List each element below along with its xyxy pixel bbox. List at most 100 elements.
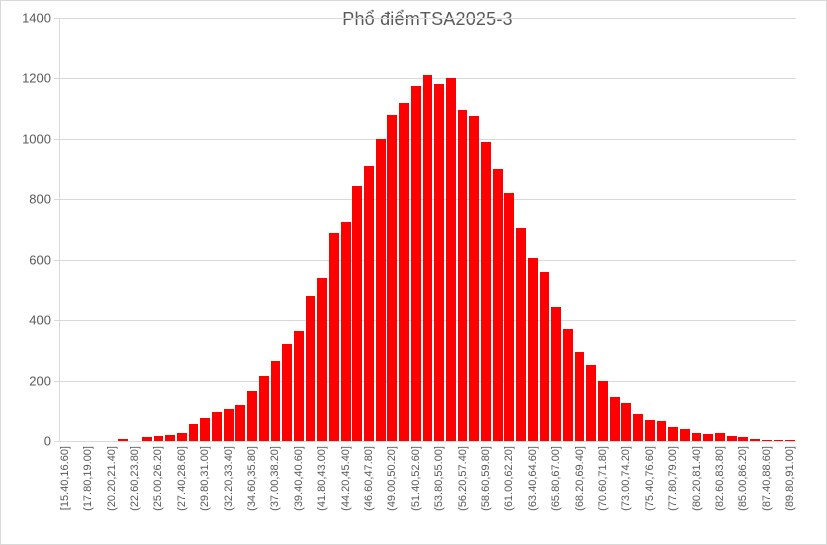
x-axis-tick-label: (17.80,19.00] (82, 446, 95, 511)
bar-bin-7 (141, 437, 152, 441)
bar-bin-18 (270, 360, 281, 441)
x-axis-tick-label: (29.80,31.00] (199, 446, 212, 511)
gridline (59, 18, 796, 19)
x-axis-tick-label: (44.20,45.40] (339, 446, 352, 511)
y-axis-tick-label: 1400 (22, 10, 51, 26)
bar-bin-40 (527, 258, 538, 441)
bar-bin-17 (258, 376, 269, 441)
bar-bin-9 (165, 434, 176, 441)
bar-bin-44 (574, 351, 585, 441)
y-axis-tick-label: 1200 (22, 70, 51, 86)
bar-bin-57 (726, 436, 737, 441)
y-axis-tick (54, 78, 59, 80)
bar-bin-38 (504, 193, 515, 441)
x-axis-tick-label: (25.00,26.20] (152, 446, 165, 511)
x-axis-tick-label: (68.20,69.40] (573, 446, 586, 511)
bar-bin-30 (410, 85, 421, 441)
bar-bin-49 (633, 413, 643, 441)
chart-title: Phổ điểmTSA2025-3 (342, 9, 513, 29)
x-axis-tick-label: (82.60,83.80] (713, 446, 726, 511)
bar-bin-59 (750, 439, 760, 441)
bar-bin-15 (235, 404, 246, 441)
bar-bin-34 (457, 110, 468, 441)
bar-bin-62 (785, 440, 796, 441)
bar-bin-11 (188, 424, 199, 441)
bar-bin-50 (644, 419, 655, 441)
y-axis-tick-label: 400 (29, 312, 51, 328)
y-axis-tick-label: 200 (29, 373, 51, 389)
y-axis-tick-label: 0 (43, 433, 51, 449)
x-axis-line (59, 441, 796, 442)
y-axis-line (59, 18, 60, 441)
y-axis-tick-label: 1000 (22, 131, 51, 147)
bar-bin-21 (305, 295, 316, 441)
bar-bin-12 (200, 418, 211, 441)
x-axis-tick-label: (58.60,59.80] (479, 446, 492, 511)
bar-bin-36 (481, 141, 491, 441)
bar-bin-31 (422, 75, 433, 441)
bar-bin-42 (551, 306, 562, 441)
bar-bin-5 (118, 438, 129, 441)
x-axis-tick-label: (80.20,81.40] (690, 446, 703, 511)
bar-bin-48 (621, 403, 632, 441)
bar-bin-45 (586, 365, 597, 441)
bar-bin-14 (223, 409, 234, 441)
y-axis-tick (54, 18, 59, 19)
x-axis-tick-label: (32.20,33.40] (222, 446, 235, 511)
bar-bin-60 (761, 440, 772, 441)
y-axis-tick (54, 380, 59, 382)
bar-bin-27 (375, 138, 386, 441)
x-axis-tick-label: (75.40,76.60] (643, 446, 656, 511)
y-axis-tick (54, 320, 59, 322)
bar-bin-20 (293, 330, 304, 441)
bar-bin-55 (703, 434, 714, 441)
bar-bin-32 (434, 84, 445, 441)
x-axis-tick-label: (63.40,64.60] (526, 446, 539, 511)
bar-bin-23 (328, 232, 339, 441)
x-axis-tick-label: (65.80,67.00] (550, 446, 563, 511)
x-axis-tick-label: (89.80,91.00] (784, 446, 797, 511)
y-axis-tick (54, 259, 59, 261)
bar-bin-56 (715, 432, 725, 441)
x-axis-tick-label: (77.80,79.00] (667, 446, 680, 511)
bar-bin-8 (153, 436, 164, 441)
bar-bin-24 (340, 221, 351, 441)
bar-bin-26 (364, 166, 374, 441)
bar-bin-52 (668, 427, 679, 441)
bar-bin-10 (176, 432, 187, 441)
bar-bin-35 (469, 116, 480, 441)
bar-bin-41 (539, 271, 550, 441)
x-axis-tick-label: (51.40,52.60] (409, 446, 422, 511)
bar-bin-47 (609, 397, 620, 441)
bar-bin-61 (773, 440, 784, 441)
bar-bin-58 (738, 437, 749, 441)
x-axis-tick-label: (56.20,57.40] (456, 446, 469, 511)
bar-bin-37 (492, 169, 503, 441)
x-axis-tick-label: (41.80,43.00] (316, 446, 329, 511)
bar-bin-16 (247, 391, 257, 441)
x-axis-tick-label: (70.60,71.80] (596, 446, 609, 511)
x-axis-tick-label: (73.00,74.20] (620, 446, 633, 511)
bar-bin-51 (656, 421, 667, 441)
x-axis-tick-label: (37.00,38.20] (269, 446, 282, 511)
y-axis-tick (54, 441, 59, 442)
bar-bin-13 (212, 412, 222, 441)
x-axis-tick-label: (39.40,40.60] (292, 446, 305, 511)
y-axis-tick (54, 199, 59, 201)
bar-bin-54 (691, 433, 702, 441)
bar-bin-19 (282, 344, 293, 441)
x-axis-tick-label: (46.60,47.80] (363, 446, 375, 511)
bar-bin-25 (352, 185, 363, 441)
x-axis-tick-label: (87.40,88.60] (760, 446, 773, 511)
x-axis-tick-label: [15.40,16.60] (58, 446, 71, 511)
bar-bin-39 (516, 227, 526, 441)
bar-bin-46 (598, 380, 608, 441)
bar-bin-28 (387, 114, 398, 441)
bar-bin-29 (399, 102, 409, 441)
y-axis-tick (54, 138, 59, 140)
x-axis-tick-label: (85.00,86.20] (737, 446, 750, 511)
bar-bin-33 (445, 78, 456, 441)
x-axis-tick-label: (34.60,35.80] (246, 446, 259, 511)
bar-bin-43 (562, 329, 573, 441)
